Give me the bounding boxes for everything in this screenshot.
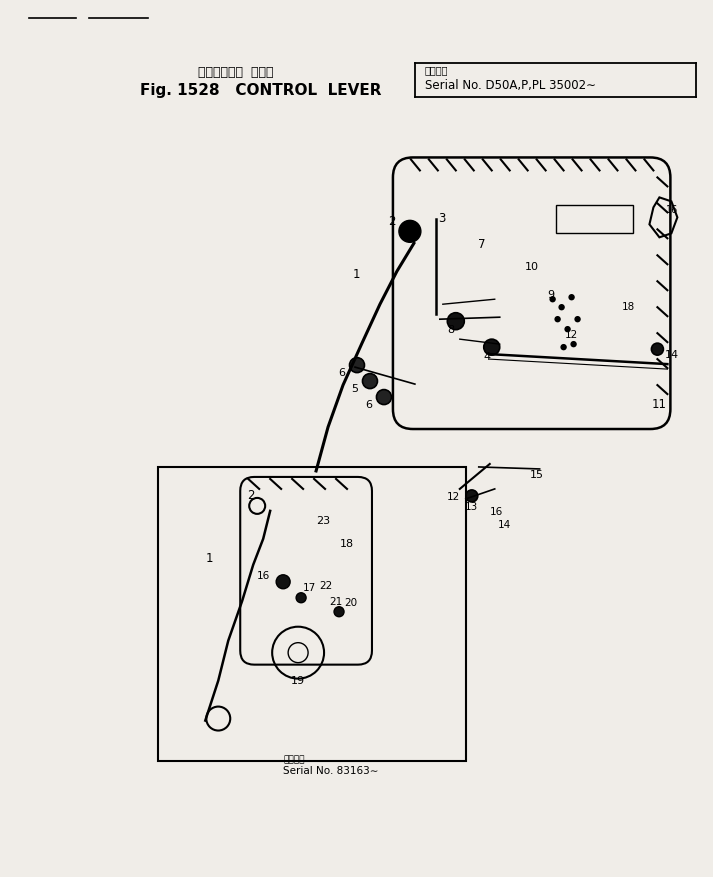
Text: 10: 10 [525,262,539,272]
Text: 7: 7 [478,238,486,251]
Text: Fig. 1528   CONTROL  LEVER: Fig. 1528 CONTROL LEVER [140,83,382,98]
Circle shape [571,342,576,347]
Circle shape [349,358,364,374]
Text: 14: 14 [665,350,679,360]
Text: 適用号機: 適用号機 [283,754,304,764]
Text: 22: 22 [319,580,332,590]
Text: 12: 12 [565,330,578,339]
Text: 1: 1 [352,268,360,281]
Text: 8: 8 [447,324,454,335]
Text: 18: 18 [622,302,635,312]
Circle shape [555,317,560,323]
Text: コントロール  レバー: コントロール レバー [198,66,274,79]
Text: 16: 16 [490,506,503,517]
Circle shape [466,490,478,503]
Text: 11: 11 [652,397,667,410]
Text: 21: 21 [329,596,342,606]
Bar [555,206,633,234]
Text: 2: 2 [389,215,396,228]
Text: 17: 17 [303,582,317,592]
Text: 15: 15 [530,469,543,480]
Bar [158,467,466,761]
Circle shape [399,221,421,243]
Circle shape [334,607,344,617]
Text: 16: 16 [257,570,270,580]
Circle shape [559,305,564,310]
Circle shape [362,374,377,389]
Text: 18: 18 [340,538,354,548]
Circle shape [447,313,464,331]
Text: 12: 12 [447,491,460,502]
Circle shape [276,575,290,589]
Text: 6: 6 [366,400,372,410]
Text: 9: 9 [548,290,555,300]
Circle shape [569,296,574,301]
Text: 20: 20 [344,597,357,607]
Text: 19: 19 [291,674,305,685]
Text: 3: 3 [438,212,445,225]
Text: 23: 23 [316,516,330,525]
Circle shape [447,478,463,495]
Text: 1: 1 [205,551,212,564]
Circle shape [296,593,306,603]
Circle shape [550,297,555,303]
Text: 適用号機: 適用号機 [425,66,448,75]
Circle shape [561,346,566,350]
Text: 5: 5 [352,383,359,394]
Circle shape [575,317,580,323]
Text: 13: 13 [465,502,478,511]
Circle shape [652,344,663,356]
Circle shape [565,327,570,332]
Text: 2: 2 [247,488,255,502]
Text: 14: 14 [498,519,511,529]
Text: 16: 16 [667,205,679,215]
Text: 6: 6 [339,367,346,378]
Circle shape [376,390,391,405]
Circle shape [483,339,500,356]
Text: Serial No. 83163∼: Serial No. 83163∼ [283,766,379,775]
Text: Serial No. D50A,P,PL 35002∼: Serial No. D50A,P,PL 35002∼ [425,78,596,91]
Text: 4: 4 [483,352,491,361]
